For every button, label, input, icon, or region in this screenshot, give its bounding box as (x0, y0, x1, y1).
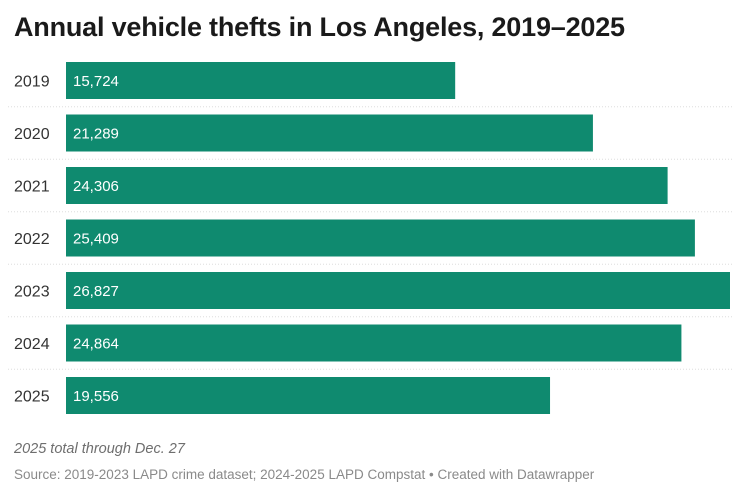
category-label-2023: 2023 (14, 284, 50, 301)
value-label-2023: 26,827 (73, 283, 119, 300)
category-label-2020: 2020 (14, 126, 50, 143)
category-label-2024: 2024 (14, 336, 50, 353)
bar-2021 (66, 167, 668, 204)
value-label-2021: 24,306 (73, 178, 119, 195)
value-label-2022: 25,409 (73, 231, 119, 248)
value-label-2019: 15,724 (73, 73, 119, 90)
chart-note: 2025 total through Dec. 27 (14, 441, 185, 457)
chart-source: Source: 2019-2023 LAPD crime dataset; 20… (14, 467, 595, 482)
value-label-2020: 21,289 (73, 126, 119, 143)
value-label-2024: 24,864 (73, 336, 119, 353)
category-label-2021: 2021 (14, 179, 50, 196)
bar-2023 (66, 272, 730, 309)
bar-chart: 2019 15,724 2020 21,289 2021 24,306 2022 25,409… (8, 62, 732, 414)
bar-2019 (66, 62, 456, 99)
bar-2022 (66, 219, 695, 257)
category-label-2025: 2025 (14, 389, 50, 406)
bar-2025 (66, 377, 551, 414)
category-label-2022: 2022 (14, 231, 50, 248)
bar-2020 (66, 114, 593, 152)
chart-title: Annual vehicle thefts in Los Angeles, 20… (14, 12, 625, 42)
bar-2024 (66, 324, 682, 362)
value-label-2025: 19,556 (73, 388, 119, 405)
category-label-2019: 2019 (14, 74, 50, 91)
